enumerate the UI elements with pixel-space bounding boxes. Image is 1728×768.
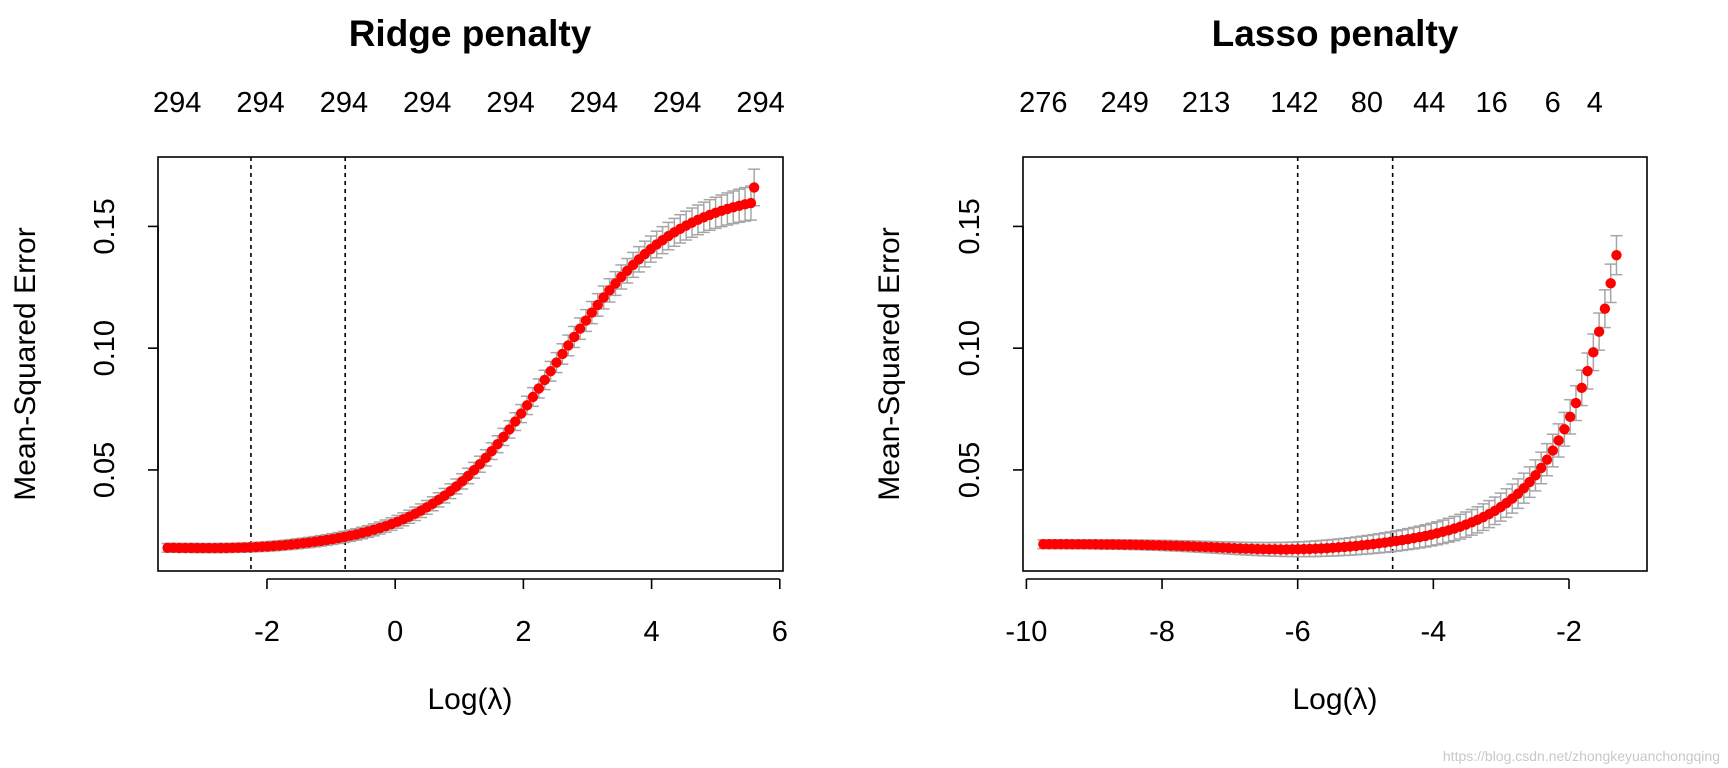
lasso-data-point	[1576, 382, 1587, 394]
ridge-data-point	[745, 197, 757, 209]
lasso-y-tick-label: 0.05	[954, 442, 986, 498]
lasso-data-point	[1588, 347, 1599, 358]
ridge-x-tick-label: 4	[644, 616, 660, 648]
ridge-reference-lines	[250, 157, 346, 571]
lasso-x-tick-label: -4	[1420, 616, 1446, 648]
lasso-error-bars	[1037, 234, 1623, 558]
lasso-y-axis: 0.05 0.10 0.15	[954, 198, 1024, 498]
lasso-data-point	[1547, 445, 1558, 456]
ridge-data-point	[586, 307, 598, 318]
lasso-y-tick-label: 0.15	[954, 198, 986, 254]
ridge-data-point	[580, 315, 592, 326]
lasso-x-tick-label: -2	[1556, 616, 1582, 648]
ridge-data-point	[545, 366, 556, 377]
ridge-x-tick-label: 2	[515, 616, 531, 648]
ridge-data-point	[521, 400, 533, 411]
lasso-y-tick-label: 0.10	[954, 320, 986, 376]
ridge-x-axis: -2 0 2 4 6	[254, 578, 788, 648]
lasso-data-point	[1611, 249, 1622, 261]
ridge-x-axis-label: Log(λ)	[427, 683, 512, 716]
lasso-top-tick-label: 80	[1351, 87, 1383, 119]
lasso-top-tick-label: 6	[1545, 87, 1561, 119]
ridge-data-point	[598, 292, 609, 303]
ridge-data-point	[557, 348, 568, 360]
lasso-points	[1038, 249, 1622, 555]
ridge-y-axis-label: Mean-Squared Error	[9, 227, 42, 500]
lasso-data-point	[1524, 476, 1535, 488]
ridge-top-tick-label: 294	[153, 87, 201, 119]
ridge-data-point	[563, 340, 574, 351]
ridge-data-point	[498, 431, 509, 443]
ridge-points	[162, 182, 760, 554]
ridge-x-tick-label: 0	[387, 616, 403, 648]
lasso-top-axis: 276 249 213 142 80 44 16 6 4	[1019, 87, 1603, 119]
ridge-data-point	[568, 331, 580, 343]
ridge-data-point	[574, 323, 586, 334]
lasso-data-point	[1564, 411, 1576, 423]
ridge-x-tick-label: 6	[772, 616, 788, 648]
lasso-data-point	[1605, 278, 1616, 289]
ridge-top-tick-label: 294	[653, 87, 701, 119]
ridge-data-point	[748, 182, 760, 193]
lasso-panel: Lasso penalty 276 249 213 142 80 44 16 6 4 -10 -8…	[873, 13, 1648, 716]
ridge-top-tick-label: 294	[320, 87, 368, 119]
ridge-data-point	[551, 357, 562, 368]
lasso-x-tick-label: -8	[1149, 616, 1175, 648]
ridge-top-tick-label: 294	[403, 87, 451, 119]
ridge-data-point	[527, 391, 539, 403]
ridge-y-tick-label: 0.10	[89, 320, 121, 376]
lasso-data-point	[1593, 326, 1605, 337]
lasso-data-point	[1530, 470, 1541, 481]
ridge-title: Ridge penalty	[349, 13, 592, 54]
lasso-x-tick-label: -10	[1005, 616, 1047, 648]
lasso-data-point	[1541, 454, 1553, 465]
ridge-data-point	[492, 438, 503, 450]
ridge-data-point	[539, 374, 550, 386]
lasso-title: Lasso penalty	[1212, 13, 1459, 54]
watermark: https://blog.csdn.net/zhongkeyuanchongqi…	[1442, 748, 1720, 764]
ridge-data-point	[510, 416, 521, 427]
lasso-reference-lines	[1296, 157, 1394, 571]
ridge-data-point	[592, 299, 603, 311]
ridge-y-axis: 0.05 0.10 0.15	[89, 198, 159, 498]
ridge-data-point	[515, 408, 527, 419]
ridge-top-axis: 294 294 294 294 294 294 294 294	[153, 87, 785, 119]
ridge-y-tick-label: 0.05	[89, 442, 121, 498]
ridge-x-tick-label: -2	[254, 616, 280, 648]
lasso-data-point	[1582, 365, 1593, 377]
ridge-top-tick-label: 294	[736, 87, 784, 119]
ridge-top-tick-label: 294	[236, 87, 284, 119]
ridge-y-tick-label: 0.15	[89, 198, 121, 254]
lasso-x-tick-label: -6	[1285, 616, 1311, 648]
lasso-top-tick-label: 44	[1413, 87, 1445, 119]
lasso-data-point	[1536, 462, 1547, 474]
ridge-data-point	[480, 452, 491, 464]
lasso-y-axis-label: Mean-Squared Error	[873, 227, 906, 500]
lasso-x-axis: -10 -8 -6 -4 -2	[1005, 578, 1582, 648]
ridge-data-point	[486, 445, 497, 457]
ridge-top-tick-label: 294	[486, 87, 534, 119]
lasso-data-point	[1553, 435, 1564, 446]
lasso-top-tick-label: 213	[1182, 87, 1230, 119]
ridge-panel: Ridge penalty 294 294 294 294 294 294 294 294 -…	[9, 13, 788, 716]
ridge-data-point	[604, 285, 615, 296]
lasso-data-point	[1599, 303, 1611, 314]
lasso-top-tick-label: 249	[1101, 87, 1149, 119]
ridge-top-tick-label: 294	[570, 87, 618, 119]
lasso-x-axis-label: Log(λ)	[1292, 683, 1377, 716]
lasso-top-tick-label: 4	[1587, 87, 1603, 119]
lasso-top-tick-label: 142	[1270, 87, 1318, 119]
lasso-data-point	[1559, 424, 1570, 435]
lasso-top-tick-label: 276	[1019, 87, 1067, 119]
lasso-data-point	[1570, 397, 1582, 409]
lasso-plot-frame	[1022, 156, 1648, 572]
ridge-data-point	[504, 424, 515, 435]
lasso-top-tick-label: 16	[1476, 87, 1508, 119]
ridge-data-point	[533, 383, 545, 394]
